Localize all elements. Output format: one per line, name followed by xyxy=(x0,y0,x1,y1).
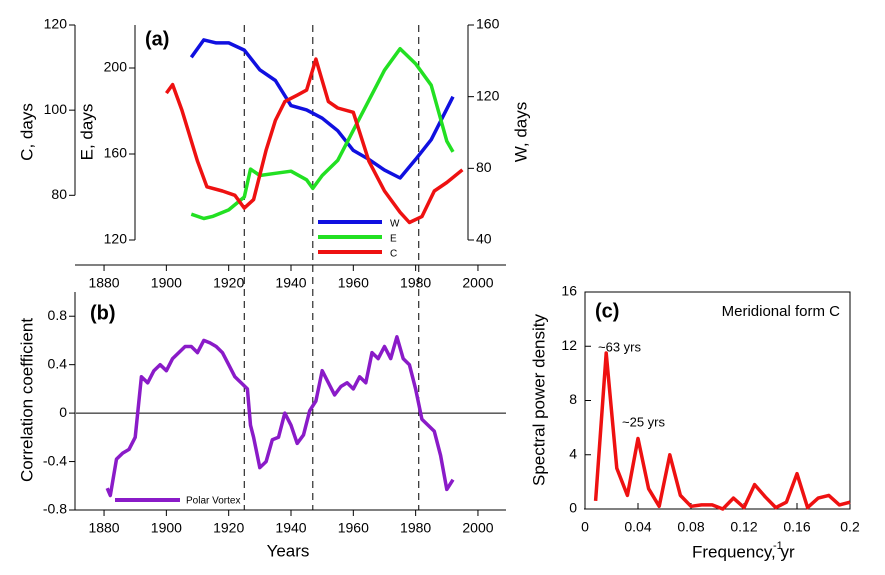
panel-label: (b) xyxy=(90,302,116,324)
y-tick-label: 12 xyxy=(561,337,577,353)
plot-frame xyxy=(584,291,851,510)
series-line xyxy=(189,38,455,180)
legend-label: E xyxy=(390,234,397,245)
x-tick-label: 0.2 xyxy=(840,519,860,535)
series-line xyxy=(105,335,455,498)
y-tick-label: 80 xyxy=(51,186,67,202)
y-axis-label: C, days xyxy=(17,103,36,161)
y-tick-label: 0 xyxy=(569,500,577,516)
x-tick-label: 0.12 xyxy=(730,519,757,535)
y-tick-label: 0 xyxy=(59,404,67,420)
series-line xyxy=(164,57,464,225)
x-tick-label: 1880 xyxy=(88,520,119,536)
y-tick-label: 4 xyxy=(569,445,577,461)
y-axis-label: Correlation coefficient xyxy=(17,318,36,482)
x-tick-label: 1980 xyxy=(400,520,431,536)
panel-label: (c) xyxy=(595,300,619,322)
series-line xyxy=(593,351,851,511)
x-tick-label: 2000 xyxy=(462,275,493,291)
x-tick-label: 1900 xyxy=(151,520,182,536)
x-tick-label: 1960 xyxy=(338,520,369,536)
x-tick-label: 0.08 xyxy=(677,519,704,535)
y-tick-label: 0.8 xyxy=(48,307,68,323)
y-tick-label: 8 xyxy=(569,391,577,407)
y-tick-label: -0.4 xyxy=(43,452,67,468)
x-tick-label: 0 xyxy=(581,519,589,535)
x-tick-label: 1920 xyxy=(213,520,244,536)
y-tick-label: 120 xyxy=(44,16,68,32)
y2-tick-label: 200 xyxy=(104,59,128,75)
legend-label: C xyxy=(390,249,397,260)
y-tick-label: 0.4 xyxy=(48,355,68,371)
y3-tick-label: 160 xyxy=(476,16,500,32)
y2-tick-label: 160 xyxy=(104,145,128,161)
y-tick-label: 16 xyxy=(561,283,577,299)
x-tick-label: 1920 xyxy=(213,275,244,291)
y-axis-label: Spectral power density xyxy=(529,314,548,486)
y3-axis-label: W, days xyxy=(511,102,530,162)
x-axis-label: Years xyxy=(267,541,310,560)
x-tick-label: 1940 xyxy=(275,520,306,536)
x-tick-label: 1900 xyxy=(151,275,182,291)
y-tick-label: 100 xyxy=(44,101,68,117)
x-tick-label: 2000 xyxy=(462,520,493,536)
y3-tick-label: 40 xyxy=(476,231,492,247)
annotation: ~25 yrs xyxy=(622,414,665,429)
legend-label: W xyxy=(390,219,400,230)
x-axis-label: Frequency, yr xyxy=(692,542,795,561)
y3-tick-label: 80 xyxy=(476,159,492,175)
y2-tick-label: 120 xyxy=(104,231,128,247)
legend-label: Polar Vortex xyxy=(186,496,240,507)
x-tick-label: 1980 xyxy=(400,275,431,291)
panel-label: (a) xyxy=(145,28,169,50)
panel-title: Meridional form C xyxy=(722,303,841,320)
series-line xyxy=(190,46,455,221)
y2-axis-label: E, days xyxy=(77,104,96,161)
y-tick-label: -0.8 xyxy=(43,501,67,517)
x-tick-label: 0.04 xyxy=(624,519,651,535)
annotation: ~63 yrs xyxy=(598,339,641,354)
x-tick-label: 0.16 xyxy=(783,519,810,535)
x-tick-label: 1940 xyxy=(275,275,306,291)
y3-tick-label: 120 xyxy=(476,87,500,103)
x-tick-label: 1960 xyxy=(338,275,369,291)
x-axis-label-sup: -1 xyxy=(773,540,783,552)
x-tick-label: 1880 xyxy=(88,275,119,291)
